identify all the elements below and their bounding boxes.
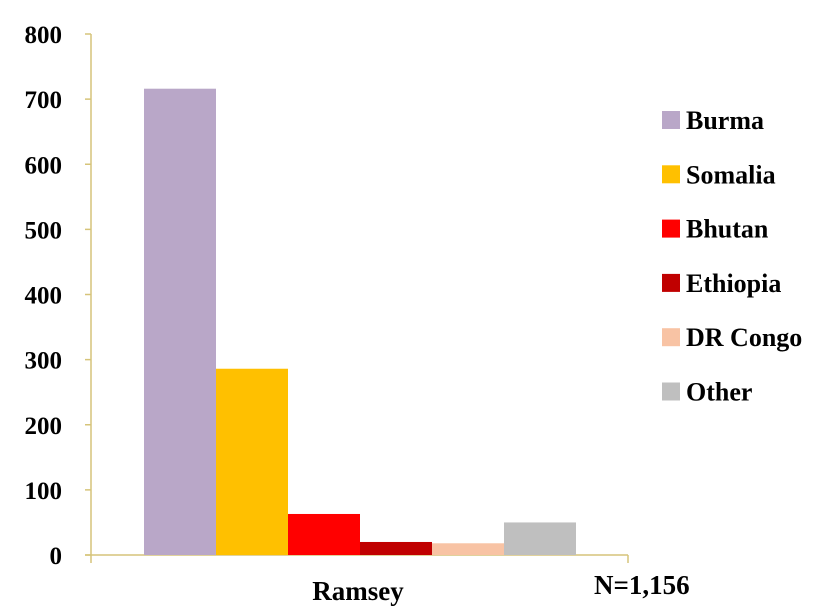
legend-label-ethiopia: Ethiopia — [686, 269, 781, 298]
bar-dr-congo — [432, 543, 504, 555]
legend-swatch-other — [662, 382, 680, 401]
bar-bhutan — [288, 513, 360, 555]
y-tick-label: 500 — [25, 217, 63, 244]
bars — [144, 88, 576, 555]
legend-swatch-ethiopia — [662, 273, 680, 292]
y-tick-label: 0 — [50, 543, 63, 570]
legend-label-somalia: Somalia — [686, 160, 776, 189]
y-tick-label: 200 — [25, 413, 63, 440]
category-label: Ramsey — [312, 576, 404, 606]
y-tick-label: 600 — [25, 152, 63, 179]
y-tick-label: 700 — [25, 87, 63, 114]
legend-swatch-bhutan — [662, 219, 680, 238]
bar-other — [504, 522, 576, 555]
legend-swatch-dr-congo — [662, 328, 680, 347]
legend-label-burma: Burma — [686, 106, 764, 135]
y-tick-label: 400 — [25, 283, 63, 310]
y-tick-label: 100 — [25, 478, 63, 505]
legend-swatch-somalia — [662, 165, 680, 184]
sample-size-annotation: N=1,156 — [594, 570, 690, 600]
y-tick-label: 300 — [25, 348, 63, 375]
bar-ethiopia — [360, 541, 432, 555]
legend: Burma Somalia Bhutan Ethiopia DR Congo Other — [662, 106, 802, 407]
legend-label-bhutan: Bhutan — [686, 215, 769, 244]
legend-swatch-burma — [662, 111, 680, 129]
bar-somalia — [216, 368, 288, 555]
legend-label-dr-congo: DR Congo — [686, 323, 802, 352]
bar-burma — [144, 88, 216, 555]
legend-label-other: Other — [686, 378, 752, 407]
y-axis-ticks: 0 100 200 300 400 500 600 700 800 — [25, 22, 91, 570]
y-tick-label: 800 — [25, 22, 63, 49]
